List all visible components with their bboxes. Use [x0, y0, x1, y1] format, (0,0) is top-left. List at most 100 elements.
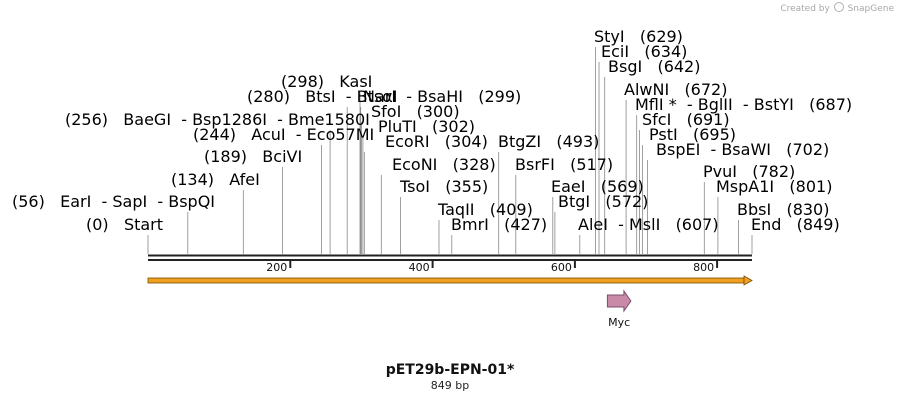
- label-gap: [430, 132, 445, 151]
- site-position-695: (695): [693, 125, 736, 144]
- site-label-299[interactable]: NarI - BsaHI (299): [363, 87, 521, 106]
- site-position-256: (256): [65, 110, 108, 129]
- site-label-409[interactable]: TaqII (409): [437, 200, 533, 219]
- label-gap: [555, 155, 570, 174]
- site-label-782[interactable]: PvuI (782): [703, 162, 795, 181]
- label-gap: [660, 215, 675, 234]
- label-gap: [771, 140, 786, 159]
- label-gap: [108, 110, 123, 129]
- enzyme-name: StyI: [594, 27, 625, 46]
- backbone: [148, 254, 752, 261]
- enzyme-name: MslI: [629, 215, 660, 234]
- site-position-328: (328): [453, 155, 496, 174]
- enzyme-separator: -: [608, 215, 629, 234]
- orf-arrow-body[interactable]: [147, 277, 745, 284]
- site-label-687[interactable]: MflI * - BglII - BstYI (687): [635, 95, 852, 114]
- label-gap: [781, 215, 796, 234]
- site-label-629[interactable]: StyI (629): [594, 27, 683, 46]
- enzyme-name: PstI: [649, 125, 678, 144]
- site-position-302: (302): [432, 117, 475, 136]
- label-gap: [247, 147, 262, 166]
- feature-arrow-myc[interactable]: [606, 289, 632, 313]
- site-label-607[interactable]: AleI - MslI (607): [578, 215, 719, 234]
- site-position-280: (280): [247, 87, 290, 106]
- site-label-298[interactable]: (298) KasI: [281, 72, 372, 91]
- site-label-801[interactable]: MspA1I (801): [716, 177, 832, 196]
- site-position-691: (691): [687, 110, 730, 129]
- site-label-244[interactable]: (244) AcuI - Eco57MI: [193, 125, 374, 144]
- site-position-56: (56): [12, 192, 45, 211]
- site-label-300[interactable]: SfoI (300): [371, 102, 460, 121]
- site-label-642[interactable]: BsgI (642): [608, 57, 700, 76]
- label-gap: [774, 177, 789, 196]
- site-label-634[interactable]: EciI (634): [601, 42, 687, 61]
- site-label-355[interactable]: TsoI (355): [399, 177, 488, 196]
- site-label-0[interactable]: (0) Start: [86, 215, 163, 234]
- site-label-517[interactable]: BsrFI (517): [515, 155, 613, 174]
- site-position-782: (782): [752, 162, 795, 181]
- site-position-634: (634): [644, 42, 687, 61]
- enzyme-separator: -: [91, 192, 112, 211]
- site-label-256[interactable]: (256) BaeGI - Bsp1286I - Bme1580I: [65, 110, 370, 129]
- label-gap: [463, 87, 478, 106]
- site-position-300: (300): [417, 102, 460, 121]
- site-position-493: (493): [556, 132, 599, 151]
- enzyme-name: AfeI: [229, 170, 260, 189]
- label-gap: [794, 95, 809, 114]
- site-label-427[interactable]: BmrI (427): [451, 215, 547, 234]
- site-position-607: (607): [676, 215, 719, 234]
- site-label-302[interactable]: PluTI (302): [378, 117, 475, 136]
- enzyme-name: BsaHI: [417, 87, 463, 106]
- enzyme-name: PluTI: [378, 117, 417, 136]
- enzyme-name: AleI: [578, 215, 608, 234]
- site-label-702[interactable]: BspEI - BsaWI (702): [656, 140, 829, 159]
- site-label-189[interactable]: (189) BciVI: [204, 147, 302, 166]
- site-position-0: (0): [86, 215, 109, 234]
- enzyme-name: BmrI: [451, 215, 489, 234]
- enzyme-name: Start: [124, 215, 163, 234]
- enzyme-separator: -: [700, 140, 721, 159]
- enzyme-name: BtgI: [558, 192, 590, 211]
- site-label-572[interactable]: BtgI (572): [558, 192, 648, 211]
- site-label-569[interactable]: EaeI (569): [551, 177, 644, 196]
- site-position-849: (849): [797, 215, 840, 234]
- label-gap: [430, 177, 445, 196]
- axis-ticks: 200 400 600 800: [266, 261, 719, 274]
- enzyme-name: BsgI: [608, 57, 642, 76]
- map-title-block: pET29b-EPN-01* 849 bp: [0, 362, 900, 392]
- site-position-702: (702): [786, 140, 829, 159]
- enzyme-name: End: [751, 215, 781, 234]
- site-label-280[interactable]: (280) BtsI - BtsαI: [247, 87, 398, 106]
- enzyme-name: SfoI: [371, 102, 401, 121]
- site-position-572: (572): [605, 192, 648, 211]
- site-position-830: (830): [786, 200, 829, 219]
- site-label-493[interactable]: BtgZI (493): [498, 132, 599, 151]
- label-gap: [437, 155, 452, 174]
- enzyme-name: EarI: [60, 192, 91, 211]
- site-label-672[interactable]: AlwNI (672): [624, 80, 727, 99]
- site-position-298: (298): [281, 72, 324, 91]
- site-label-830[interactable]: BbsI (830): [737, 200, 829, 219]
- orf-arrow-head[interactable]: [743, 275, 753, 286]
- enzyme-name: Bsp1286I: [192, 110, 267, 129]
- site-leaders: [147, 47, 753, 254]
- credit-text: Created by: [780, 4, 830, 14]
- axis-tick-label-600: 600: [551, 261, 572, 274]
- enzyme-separator: -: [336, 87, 357, 106]
- enzyme-separator: -: [677, 95, 698, 114]
- features: Myc: [606, 289, 632, 329]
- site-label-691[interactable]: SfcI (691): [642, 110, 730, 129]
- site-label-134[interactable]: (134) AfeI: [171, 170, 260, 189]
- enzyme-separator: -: [286, 125, 307, 144]
- site-position-409: (409): [490, 200, 533, 219]
- enzyme-separator: -: [733, 95, 754, 114]
- enzyme-name: BbsI: [737, 200, 771, 219]
- site-label-849[interactable]: End (849): [751, 215, 840, 234]
- site-label-56[interactable]: (56) EarI - SapI - BspQI: [12, 192, 215, 211]
- enzyme-name: Bme1580I: [288, 110, 370, 129]
- label-gap: [109, 215, 124, 234]
- enzyme-name: EcoRI: [385, 132, 430, 151]
- site-label-304[interactable]: EcoRI (304): [385, 132, 488, 151]
- site-label-328[interactable]: EcoNI (328): [392, 155, 496, 174]
- site-label-695[interactable]: PstI (695): [649, 125, 736, 144]
